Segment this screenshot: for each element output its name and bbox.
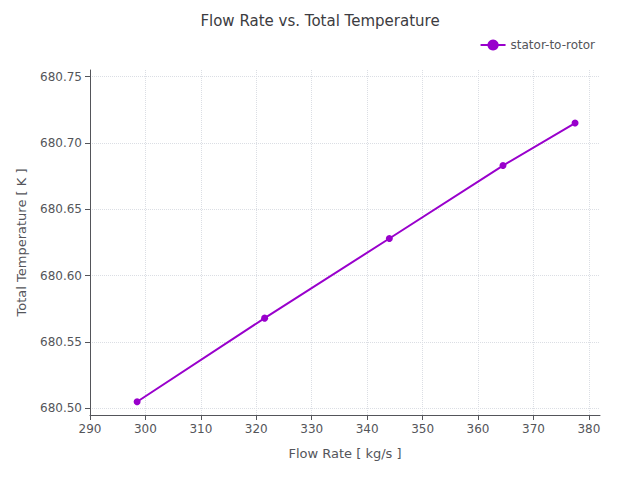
svg-text:Flow Rate vs. Total Temperatur: Flow Rate vs. Total Temperature (200, 12, 439, 30)
svg-text:320: 320 (245, 422, 268, 436)
svg-text:310: 310 (189, 422, 212, 436)
svg-text:680.75: 680.75 (40, 70, 82, 84)
svg-text:330: 330 (300, 422, 323, 436)
svg-text:Total Temperature [ K ]: Total Temperature [ K ] (14, 169, 29, 318)
svg-text:360: 360 (467, 422, 490, 436)
svg-text:Flow Rate [ kg/s ]: Flow Rate [ kg/s ] (288, 446, 401, 461)
svg-text:370: 370 (522, 422, 545, 436)
svg-text:680.65: 680.65 (40, 202, 82, 216)
svg-text:300: 300 (134, 422, 157, 436)
svg-text:stator-to-rotor: stator-to-rotor (511, 38, 596, 52)
svg-text:680.50: 680.50 (40, 401, 82, 415)
svg-text:680.60: 680.60 (40, 269, 82, 283)
svg-text:340: 340 (356, 422, 379, 436)
svg-text:380: 380 (577, 422, 600, 436)
svg-text:680.70: 680.70 (40, 136, 82, 150)
svg-text:680.55: 680.55 (40, 335, 82, 349)
svg-text:290: 290 (79, 422, 102, 436)
svg-text:350: 350 (411, 422, 434, 436)
